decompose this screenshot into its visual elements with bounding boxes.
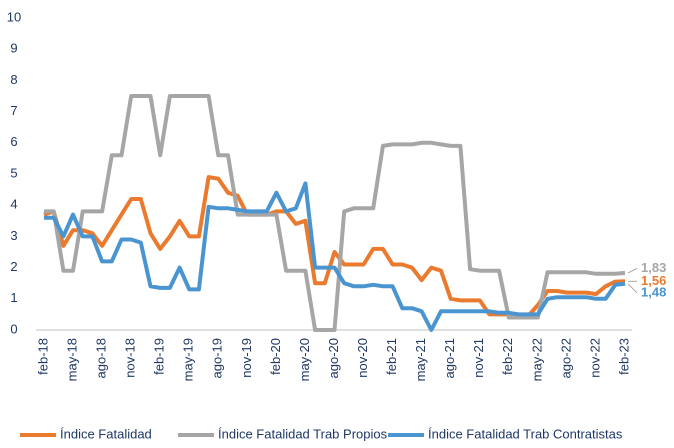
y-tick-label: 8 (10, 72, 17, 87)
x-tick-label: feb-21 (384, 338, 399, 375)
x-tick-label: may-18 (64, 338, 79, 381)
x-tick-label: nov-18 (123, 338, 138, 378)
series-line (43, 175, 626, 318)
end-label: 1,83 (641, 260, 666, 275)
series-line (44, 181, 626, 332)
y-tick-label: 3 (10, 228, 17, 243)
x-tick-label: feb-23 (616, 338, 631, 375)
x-tick-label: feb-22 (500, 338, 515, 375)
legend-label: Índice Fatalidad Trab Contratistas (428, 426, 623, 441)
y-tick-label: 0 (10, 321, 17, 336)
y-tick-label: 7 (10, 103, 17, 118)
end-leader (627, 267, 638, 274)
x-tick-label: feb-18 (35, 338, 50, 375)
x-tick-label: nov-22 (587, 338, 602, 378)
x-tick-label: nov-20 (355, 338, 370, 378)
x-tick-label: ago-21 (442, 338, 457, 378)
y-tick-label: 10 (7, 9, 21, 24)
series-line (44, 94, 626, 332)
end-label: 1,48 (641, 284, 666, 299)
x-tick-label: may-21 (413, 338, 428, 381)
y-tick-label: 1 (10, 290, 17, 305)
y-tick-label: 6 (10, 134, 17, 149)
x-tick-label: may-22 (529, 338, 544, 381)
x-tick-label: may-20 (297, 338, 312, 381)
y-tick-label: 5 (10, 165, 17, 180)
x-tick-label: ago-22 (558, 338, 573, 378)
x-tick-label: feb-20 (268, 338, 283, 375)
x-tick-label: ago-18 (94, 338, 109, 378)
legend-label: Índice Fatalidad (60, 426, 152, 441)
x-tick-label: ago-19 (210, 338, 225, 378)
x-tick-label: nov-21 (471, 338, 486, 378)
x-tick-label: nov-19 (239, 338, 254, 378)
y-tick-label: 9 (10, 41, 17, 56)
end-leader (627, 283, 638, 294)
x-tick-label: ago-20 (326, 338, 341, 378)
y-tick-label: 2 (10, 259, 17, 274)
y-tick-label: 4 (10, 197, 17, 212)
legend-label: Índice Fatalidad Trab Propios (218, 426, 388, 441)
x-tick-label: feb-19 (152, 338, 167, 375)
x-tick-label: may-19 (181, 338, 196, 381)
end-label: 1,56 (641, 273, 666, 288)
